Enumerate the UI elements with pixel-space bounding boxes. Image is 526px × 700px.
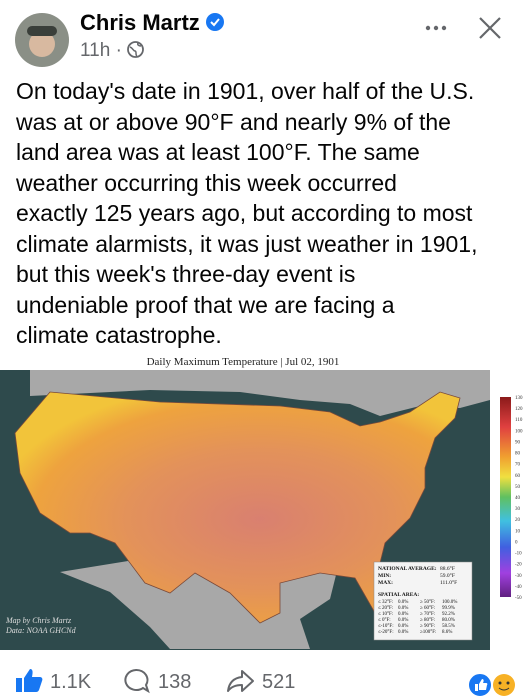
spatial-cell: ≥ 70°F: — [420, 612, 435, 617]
colorbar-tick: 0 — [515, 540, 518, 545]
stat-value: 111.0°F — [440, 579, 457, 586]
text-line: but this week's three-day event is — [16, 261, 356, 287]
spatial-cell: 92.2% — [442, 612, 455, 617]
map-title: Daily Maximum Temperature | Jul 02, 1901 — [147, 356, 340, 368]
spatial-cell: 0.0% — [398, 630, 408, 635]
spatial-cell: 99.9% — [442, 606, 455, 611]
colorbar-tick: 70 — [515, 463, 521, 468]
spatial-cell: 0.0% — [398, 600, 408, 605]
spatial-cell: ≥100°F: — [420, 630, 436, 635]
like-icon[interactable] — [14, 668, 44, 694]
stats-box — [373, 561, 473, 641]
colorbar-tick: 20 — [515, 518, 521, 523]
spatial-cell: 0.0% — [398, 624, 408, 629]
author-name[interactable]: Chris Martz — [80, 10, 224, 36]
comment-count[interactable]: 138 — [158, 671, 192, 693]
map-image[interactable]: Daily Maximum Temperature | Jul 02, 1901… — [0, 352, 526, 650]
stat-label: MIN: — [378, 573, 391, 579]
colorbar — [500, 397, 511, 597]
spatial-cell: ≥ 50°F: — [420, 600, 435, 605]
spatial-cell: ≤ 20°F: — [378, 606, 393, 611]
colorbar-tick: 60 — [515, 474, 521, 479]
map-credit: Data: NOAA GHCNd — [5, 626, 77, 635]
text-line: On today's date in 1901, over half of th… — [16, 78, 475, 104]
colorbar-tick: -50 — [515, 596, 522, 601]
colorbar-tick: -40 — [515, 585, 522, 590]
stat-label: NATIONAL AVERAGE: — [378, 566, 437, 572]
comment-icon[interactable] — [122, 668, 150, 694]
post-text: On today's date in 1901, over half of th… — [16, 76, 477, 351]
spatial-cell: ≤-10°F: — [378, 624, 394, 629]
share-icon[interactable] — [226, 668, 256, 694]
stat-value: 88.6°F — [440, 565, 455, 572]
spatial-cell: ≤ 0°F: — [378, 618, 391, 623]
more-button[interactable] — [425, 25, 447, 31]
spatial-cell: 0.0% — [398, 612, 408, 617]
text-line: undeniable proof that we are facing a — [16, 291, 395, 318]
spatial-cell: 100.0% — [442, 600, 457, 605]
spatial-cell: ≤ 32°F: — [378, 600, 393, 605]
colorbar-tick: 120 — [515, 407, 523, 412]
author[interactable]: Chris Martz — [80, 10, 200, 35]
colorbar-tick: -20 — [515, 563, 522, 568]
text-line: weather occurring this week occurred — [16, 169, 397, 196]
spatial-cell: ≤-20°F: — [378, 630, 394, 635]
spatial-cell: ≤ 10°F: — [378, 612, 393, 617]
spatial-cell: 8.6% — [442, 630, 452, 635]
colorbar-tick: 130 — [515, 396, 523, 401]
colorbar-tick: -10 — [515, 552, 522, 557]
spatial-cell: 58.5% — [442, 624, 455, 629]
colorbar-tick: 90 — [515, 440, 521, 445]
share-count[interactable]: 521 — [262, 671, 296, 693]
text-line: exactly 125 years ago, but according to … — [16, 200, 473, 226]
stat-value: 59.0°F — [440, 572, 455, 579]
colorbar-tick: -30 — [515, 574, 522, 579]
timestamp: 11h · — [80, 40, 145, 62]
spatial-cell: 80.0% — [442, 618, 455, 623]
close-button[interactable] — [479, 17, 501, 39]
spatial-cell: 0.0% — [398, 618, 408, 623]
spatial-cell: ≥ 90°F: — [420, 624, 435, 629]
map-credit: Map by Chris Martz — [5, 616, 72, 625]
like-count[interactable]: 1.1K — [50, 671, 92, 693]
time: 11h · — [80, 40, 122, 61]
colorbar-tick: 80 — [515, 452, 521, 457]
verified-badge — [205, 13, 224, 31]
text-line: land area was at least 100°F. The same — [16, 139, 420, 165]
colorbar-tick: 30 — [515, 507, 521, 512]
stat-label: MAX: — [378, 580, 393, 586]
spatial-cell: 0.0% — [398, 606, 408, 611]
globe-icon — [127, 41, 145, 58]
spatial-cell: ≥ 60°F: — [420, 606, 435, 611]
colorbar-tick: 100 — [515, 429, 523, 434]
spatial-title: SPATIAL AREA: — [378, 592, 419, 598]
header-actions — [425, 17, 501, 39]
canada — [30, 370, 490, 416]
reaction-icons[interactable] — [466, 672, 520, 698]
colorbar-tick: 50 — [515, 485, 521, 490]
avatar[interactable] — [14, 12, 70, 68]
colorbar-tick: 110 — [515, 418, 523, 423]
spatial-cell: ≥ 80°F: — [420, 618, 435, 623]
text-line: was at or above 90°F and nearly 9% of th… — [16, 108, 451, 135]
text-line: climate alarmists, it was just weather i… — [16, 230, 478, 257]
colorbar-tick: 10 — [515, 529, 521, 534]
colorbar-tick: 40 — [515, 496, 521, 501]
text-line: climate catastrophe. — [16, 322, 222, 348]
